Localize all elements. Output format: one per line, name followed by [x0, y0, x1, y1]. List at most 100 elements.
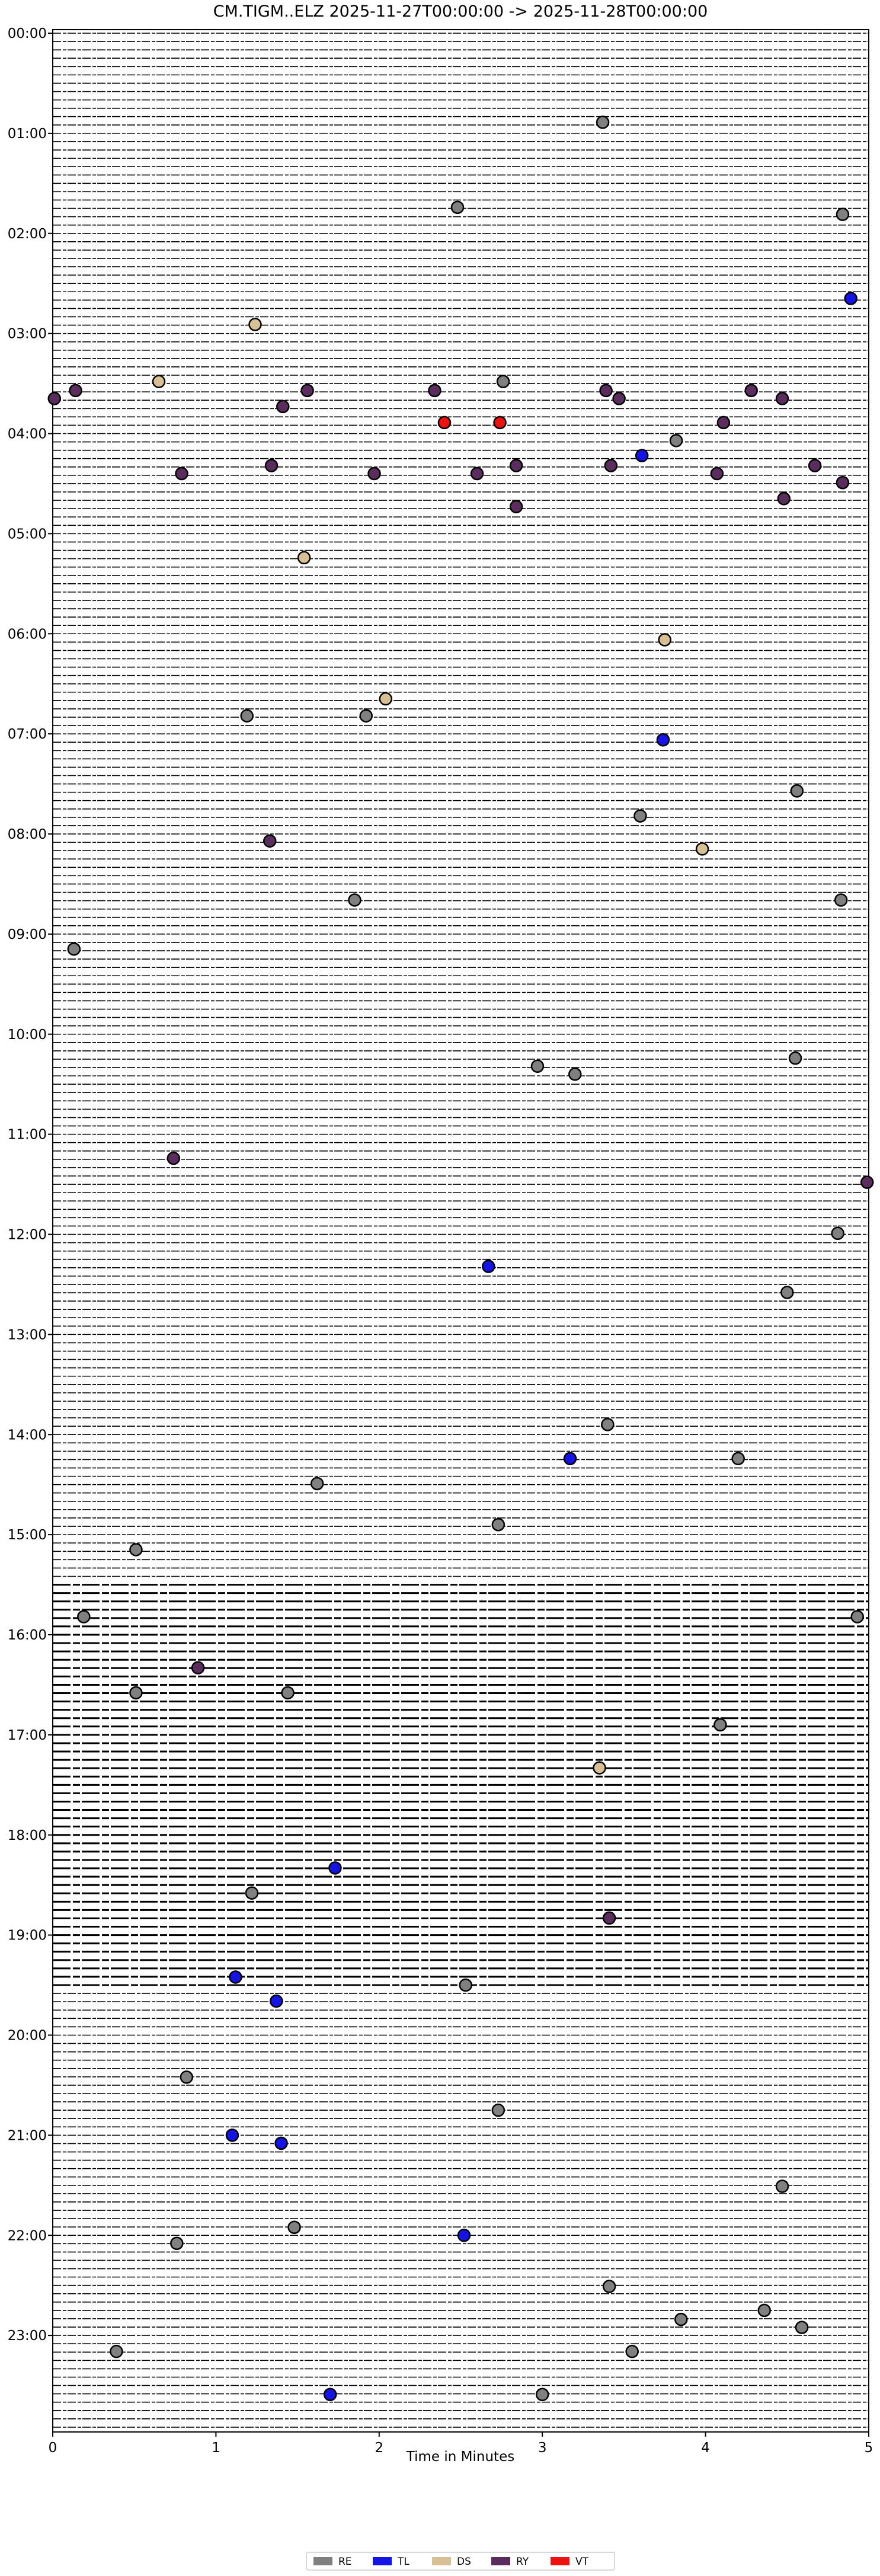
event-marker — [491, 1517, 505, 1532]
event-marker — [790, 784, 804, 798]
event-marker — [129, 1543, 143, 1557]
event-marker — [601, 1418, 615, 1431]
event-marker — [731, 1452, 745, 1466]
y-tick-label: 06:00 — [8, 627, 47, 642]
y-tick-label: 04:00 — [8, 427, 47, 442]
y-tick-label: 13:00 — [8, 1327, 47, 1343]
legend-swatch — [491, 2557, 510, 2565]
event-marker — [860, 1175, 874, 1189]
chart-title: CM.TIGM..ELZ 2025-11-27T00:00:00 -> 2025… — [213, 2, 708, 21]
event-marker — [491, 2103, 505, 2117]
legend-label: RE — [338, 2556, 352, 2568]
event-marker — [328, 1861, 342, 1875]
event-marker — [323, 2388, 337, 2402]
x-tick-label: 5 — [865, 2440, 873, 2456]
legend-label: TL — [397, 2556, 409, 2568]
y-tick-label: 16:00 — [8, 1628, 47, 1643]
event-marker — [635, 449, 649, 462]
y-tick-label: 12:00 — [8, 1228, 47, 1243]
event-marker — [713, 1718, 727, 1732]
x-axis-label: Time in Minutes — [406, 2449, 514, 2465]
y-tick-label: 08:00 — [8, 827, 47, 842]
legend-swatch — [551, 2557, 569, 2565]
event-marker — [844, 292, 857, 305]
event-marker — [795, 2321, 809, 2334]
event-marker — [669, 434, 683, 448]
y-tick-label: 11:00 — [8, 1127, 47, 1143]
x-tick-label: 1 — [212, 2440, 220, 2456]
event-marker — [69, 383, 82, 398]
x-tick-label: 3 — [538, 2440, 547, 2456]
event-marker — [367, 466, 381, 481]
event-marker — [240, 709, 254, 723]
legend-swatch — [432, 2557, 451, 2565]
y-tick-label: 00:00 — [8, 26, 47, 41]
event-marker — [310, 1476, 324, 1491]
y-tick-label: 19:00 — [8, 1928, 47, 1944]
event-marker — [229, 1970, 242, 1984]
event-marker — [300, 383, 314, 398]
event-marker — [831, 1226, 844, 1241]
event-marker — [710, 466, 724, 481]
event-marker — [359, 709, 373, 723]
event-marker — [836, 207, 850, 221]
traces — [53, 33, 869, 2428]
event-marker — [836, 475, 850, 490]
event-marker — [47, 392, 62, 405]
event-marker — [297, 551, 311, 565]
y-tick-label: 02:00 — [8, 226, 47, 242]
y-tick-label: 09:00 — [8, 927, 47, 942]
event-marker — [263, 834, 277, 848]
event-marker — [175, 466, 188, 481]
event-marker — [658, 633, 671, 647]
event-marker — [167, 1151, 181, 1165]
event-marker — [457, 2229, 471, 2242]
event-marker — [599, 383, 613, 398]
event-marker — [656, 733, 670, 747]
event-marker — [248, 318, 262, 331]
event-marker — [695, 842, 709, 856]
event-marker — [67, 942, 81, 956]
y-tick-label: 01:00 — [8, 126, 47, 142]
event-marker — [509, 500, 523, 514]
y-tick-label: 23:00 — [8, 2328, 47, 2344]
y-tick-label: 14:00 — [8, 1427, 47, 1443]
event-marker — [850, 1610, 864, 1623]
event-marker — [225, 2128, 239, 2142]
event-marker — [530, 1059, 545, 1073]
legend-swatch — [313, 2557, 332, 2565]
y-tick-label: 21:00 — [8, 2128, 47, 2143]
event-marker — [593, 1761, 606, 1775]
y-tick-label: 10:00 — [8, 1027, 47, 1043]
event-marker — [602, 2280, 616, 2293]
event-marker — [493, 416, 507, 430]
y-tick-label: 07:00 — [8, 727, 47, 742]
event-marker — [274, 2136, 288, 2150]
event-marker — [450, 200, 465, 215]
event-marker — [77, 1610, 91, 1623]
event-marker — [264, 459, 279, 472]
event-marker — [129, 1686, 143, 1700]
y-tick-label: 17:00 — [8, 1728, 47, 1743]
event-marker — [780, 1286, 794, 1299]
event-marker — [716, 416, 731, 430]
y-tick-label: 18:00 — [8, 1828, 47, 1843]
y-tick-label: 05:00 — [8, 526, 47, 542]
event-marker — [757, 2303, 771, 2318]
event-marker — [775, 2179, 789, 2193]
event-marker — [379, 692, 393, 706]
event-marker — [287, 2220, 301, 2234]
y-tick-label: 20:00 — [8, 2028, 47, 2044]
legend-box — [306, 2552, 615, 2571]
event-marker — [281, 1686, 295, 1700]
event-marker — [428, 383, 441, 398]
event-marker — [348, 893, 361, 907]
event-marker — [496, 375, 510, 388]
event-marker — [674, 2312, 688, 2326]
y-tick-label: 15:00 — [8, 1527, 47, 1543]
event-marker — [270, 1994, 283, 2008]
event-marker — [276, 399, 290, 414]
event-marker — [788, 1052, 802, 1065]
